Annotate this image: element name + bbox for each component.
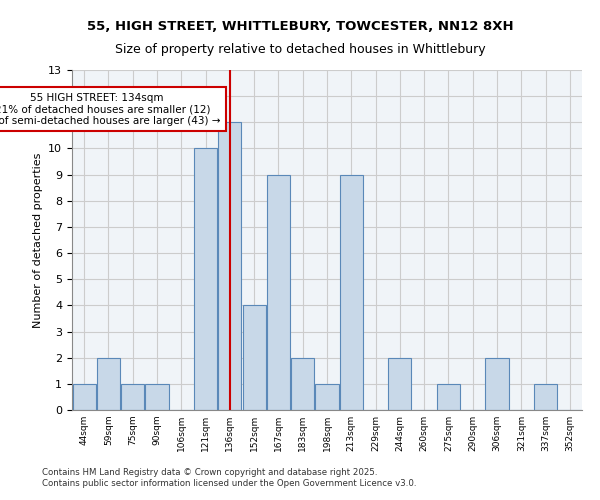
Bar <box>437 384 460 410</box>
Text: Contains HM Land Registry data © Crown copyright and database right 2025.
Contai: Contains HM Land Registry data © Crown c… <box>42 468 416 487</box>
Bar <box>267 174 290 410</box>
Bar <box>242 306 266 410</box>
Bar <box>534 384 557 410</box>
Text: 55, HIGH STREET, WHITTLEBURY, TOWCESTER, NN12 8XH: 55, HIGH STREET, WHITTLEBURY, TOWCESTER,… <box>86 20 514 33</box>
Bar <box>145 384 169 410</box>
Bar <box>121 384 144 410</box>
Bar <box>340 174 363 410</box>
Bar <box>388 358 412 410</box>
Y-axis label: Number of detached properties: Number of detached properties <box>32 152 43 328</box>
Bar <box>194 148 217 410</box>
Text: 55 HIGH STREET: 134sqm
← 21% of detached houses are smaller (12)
77% of semi-det: 55 HIGH STREET: 134sqm ← 21% of detached… <box>0 92 221 126</box>
Bar <box>291 358 314 410</box>
Text: Size of property relative to detached houses in Whittlebury: Size of property relative to detached ho… <box>115 42 485 56</box>
Bar <box>485 358 509 410</box>
Bar <box>218 122 241 410</box>
Bar <box>316 384 338 410</box>
Bar <box>97 358 120 410</box>
Bar <box>73 384 95 410</box>
